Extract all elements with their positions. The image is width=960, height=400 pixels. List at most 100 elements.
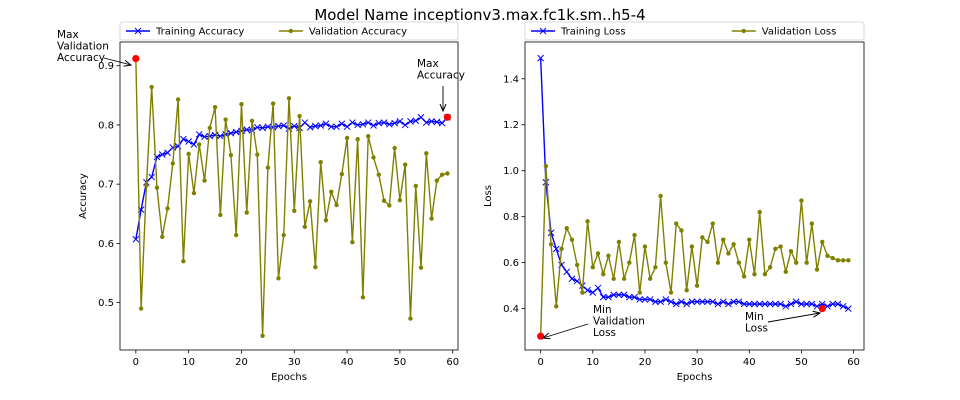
x-marker-stroke-b xyxy=(620,291,628,299)
x-marker-stroke-b xyxy=(317,122,325,129)
dot-marker xyxy=(154,185,160,190)
x-marker xyxy=(834,300,842,308)
annotation-line: Min xyxy=(593,304,612,316)
axes-frame xyxy=(119,41,459,351)
x-marker-stroke-b xyxy=(667,298,675,306)
legend-label: Validation Accuracy xyxy=(309,27,407,38)
x-marker xyxy=(422,119,430,126)
x-marker-stroke-b xyxy=(185,138,193,145)
x-marker-stroke-b xyxy=(730,298,737,306)
dot-marker xyxy=(757,209,762,215)
x-tick-label: 60 xyxy=(847,357,860,368)
legend-marker-stroke-b xyxy=(134,27,142,35)
x-marker xyxy=(333,123,340,131)
loss-plot: 0 10 20 30 40 50 60 0.4 0.6 0.8 1.0 1.2 1.4 Epochs Los… xyxy=(483,21,865,383)
x-marker-stroke-b xyxy=(195,131,203,138)
dot-marker xyxy=(197,142,202,147)
x-marker-stroke-b xyxy=(148,173,156,181)
x-marker-stroke-b xyxy=(704,298,711,306)
x-marker-stroke-b xyxy=(407,118,414,125)
dot-marker xyxy=(694,283,700,288)
x-tick-label: 10 xyxy=(182,357,195,368)
x-marker-stroke-b xyxy=(683,300,691,308)
dot-marker xyxy=(554,304,559,309)
x-marker xyxy=(652,298,659,306)
x-marker-stroke-b xyxy=(584,286,591,294)
dot-marker xyxy=(360,295,366,300)
x-marker xyxy=(777,300,784,308)
dot-marker xyxy=(339,171,345,177)
x-marker xyxy=(206,132,214,140)
x-marker-stroke-b xyxy=(740,300,748,308)
x-marker-stroke-b xyxy=(735,298,743,306)
series-line xyxy=(135,58,448,336)
highlight-marker xyxy=(443,113,452,121)
annotation-text: Min Validation Loss xyxy=(593,304,645,339)
x-marker-stroke-b xyxy=(537,54,544,62)
dot-marker xyxy=(559,246,564,252)
dot-marker xyxy=(408,316,413,321)
x-marker xyxy=(719,298,727,306)
x-tick-label: 40 xyxy=(743,357,756,368)
x-marker xyxy=(359,120,367,128)
dot-marker xyxy=(350,240,355,245)
x-marker-stroke-b xyxy=(568,275,576,283)
x-marker-stroke-b xyxy=(798,300,805,308)
legend-marker-stroke-b xyxy=(539,27,547,35)
legend-marker xyxy=(288,28,294,34)
x-marker-stroke-b xyxy=(709,298,717,306)
dot-marker xyxy=(302,224,308,229)
x-axis-label: Epochs xyxy=(271,372,307,383)
y-tick-label: 0.7 xyxy=(98,180,114,191)
x-marker xyxy=(662,296,670,303)
x-marker-stroke-b xyxy=(401,121,409,129)
x-marker xyxy=(349,119,356,126)
dot-marker xyxy=(255,152,260,157)
dot-marker xyxy=(323,218,329,223)
x-marker xyxy=(693,298,701,306)
x-marker xyxy=(631,293,638,301)
x-marker-stroke-b xyxy=(625,293,633,301)
dot-marker xyxy=(260,333,265,338)
dot-marker xyxy=(218,212,223,218)
x-tick-label: 40 xyxy=(341,357,354,368)
dot-marker xyxy=(207,125,212,131)
dot-marker xyxy=(138,306,144,311)
x-marker-stroke-b xyxy=(232,128,240,136)
x-marker xyxy=(636,296,644,303)
x-tick-label: 0 xyxy=(133,357,139,368)
x-marker-stroke-b xyxy=(808,300,816,308)
x-marker xyxy=(195,131,203,138)
x-marker-stroke-b xyxy=(275,122,282,130)
x-marker xyxy=(740,300,748,308)
dot-marker xyxy=(684,288,689,293)
x-marker xyxy=(280,122,288,129)
x-marker xyxy=(327,123,335,131)
x-marker xyxy=(756,300,764,308)
dot-marker xyxy=(679,228,684,233)
dot-marker xyxy=(747,237,752,242)
x-marker-stroke-b xyxy=(380,119,388,126)
dot-marker xyxy=(371,155,376,160)
x-marker-stroke-b xyxy=(385,120,393,128)
dot-marker xyxy=(434,178,440,183)
x-marker xyxy=(792,298,800,306)
x-marker xyxy=(761,300,769,308)
annotation-line: Accuracy xyxy=(417,70,465,82)
x-marker xyxy=(391,119,398,127)
x-marker-stroke-b xyxy=(777,300,784,308)
x-marker-stroke-b xyxy=(312,122,319,130)
dot-marker xyxy=(543,163,549,169)
x-marker-stroke-b xyxy=(719,298,727,306)
dot-marker xyxy=(387,203,392,208)
dot-marker xyxy=(637,290,642,295)
x-marker-stroke-b xyxy=(761,300,769,308)
x-marker xyxy=(433,118,441,126)
y-tick-label: 0.6 xyxy=(98,239,114,250)
dot-marker xyxy=(297,113,302,119)
x-marker xyxy=(845,305,852,312)
annotation: Max Validation Accuracy xyxy=(57,29,131,65)
dot-marker xyxy=(344,135,350,141)
x-marker xyxy=(766,300,774,308)
